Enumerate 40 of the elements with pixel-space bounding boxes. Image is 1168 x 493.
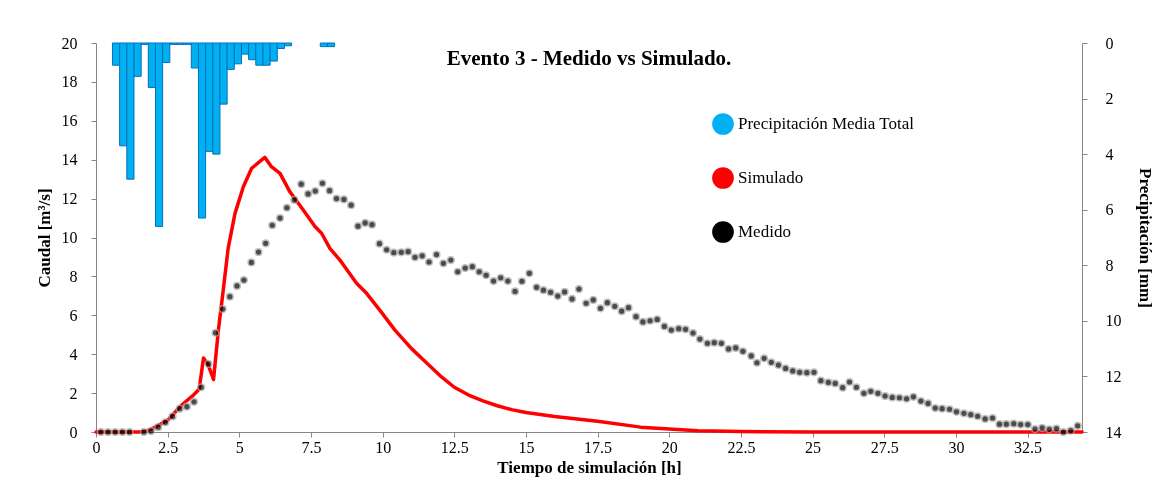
x-tick-label: 0 <box>92 438 101 456</box>
x-tick-label: 12.5 <box>440 438 469 456</box>
x-tick-label: 25 <box>805 438 822 456</box>
y-tick-label: 14 <box>61 151 78 169</box>
y-tick-label: 20 <box>61 34 78 52</box>
y2-tick-label: 10 <box>1105 312 1122 330</box>
y-tick-label: 18 <box>61 73 78 91</box>
chart-title: Evento 3 - Medido vs Simulado. <box>446 46 732 70</box>
x-tick-label: 10 <box>375 438 392 456</box>
y2-tick-label: 2 <box>1105 90 1114 108</box>
x-tick-label: 15 <box>518 438 535 456</box>
y2-axis-title: Precipitación [mm] <box>1135 168 1155 308</box>
y-tick-label: 6 <box>69 306 78 324</box>
x-tick-label: 2.5 <box>158 438 179 456</box>
y2-tick-label: 12 <box>1105 367 1122 385</box>
x-tick-label: 32.5 <box>1014 438 1043 456</box>
x-axis-title: Tiempo de simulación [h] <box>497 457 682 477</box>
y-tick-label: 2 <box>69 384 78 402</box>
y-axis-title: Caudal [m³/s] <box>34 188 54 288</box>
x-tick-label: 20 <box>661 438 678 456</box>
x-tick-label: 30 <box>948 438 965 456</box>
y2-tick-label: 6 <box>1105 201 1114 219</box>
x-tick-label: 17.5 <box>584 438 613 456</box>
y-tick-label: 16 <box>61 112 78 130</box>
x-tick-label: 22.5 <box>727 438 756 456</box>
x-tick-label: 7.5 <box>301 438 322 456</box>
x-tick-label: 5 <box>235 438 244 456</box>
y-tick-label: 0 <box>69 423 78 441</box>
y-tick-label: 12 <box>61 190 78 208</box>
legend-label: Medido <box>738 222 791 241</box>
y-tick-label: 10 <box>61 229 78 246</box>
legend-label: Precipitación Media Total <box>738 114 915 133</box>
y2-tick-label: 4 <box>1105 145 1114 163</box>
y-tick-label: 4 <box>69 345 78 363</box>
legend-label: Simulado <box>738 168 804 187</box>
y2-tick-label: 8 <box>1105 256 1114 274</box>
x-tick-label: 27.5 <box>870 438 899 456</box>
y2-tick-label: 14 <box>1105 423 1122 441</box>
y2-tick-label: 0 <box>1105 34 1114 52</box>
y-tick-label: 8 <box>69 267 78 285</box>
